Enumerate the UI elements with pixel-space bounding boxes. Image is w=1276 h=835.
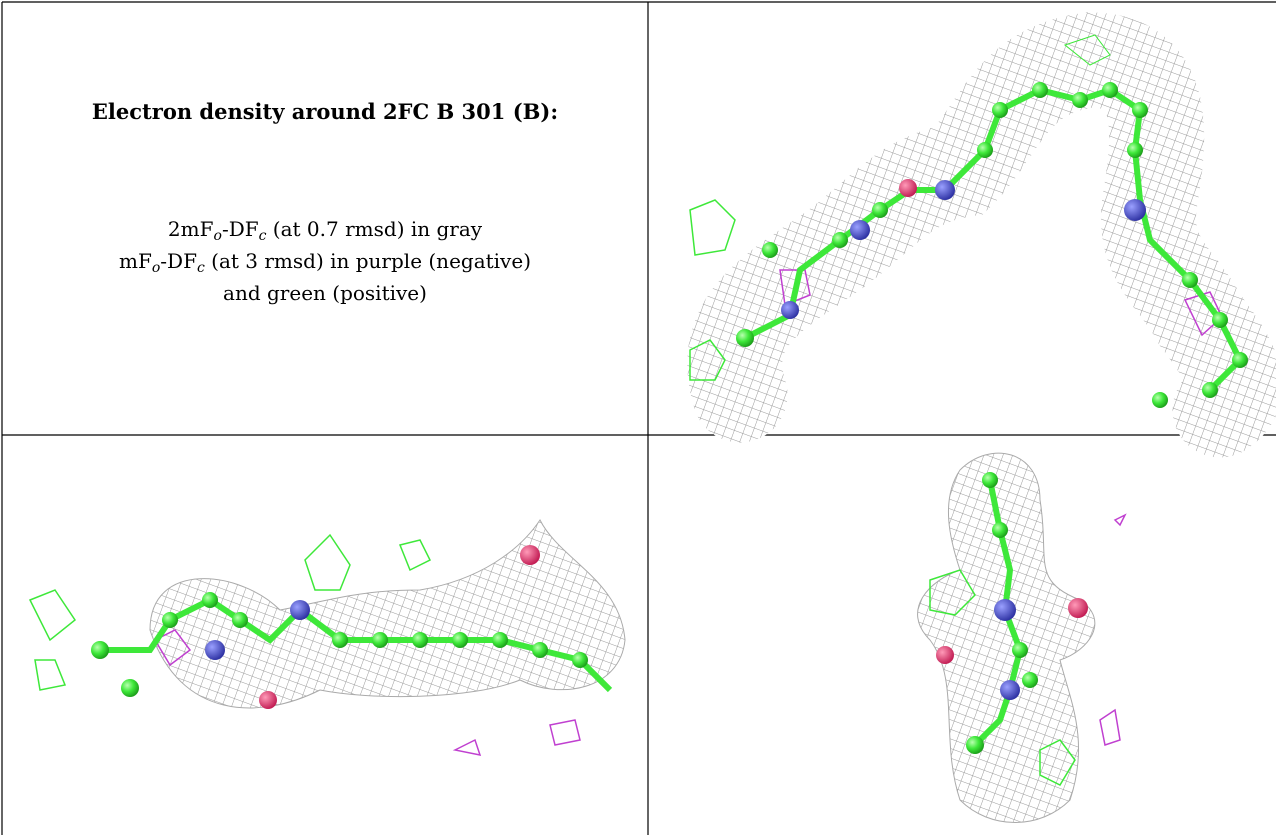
legend-subscript: c [258, 228, 267, 244]
legend-text: -DF [221, 217, 259, 241]
density-view-3 [917, 452, 1127, 823]
legend-subscript: o [213, 228, 222, 244]
density-view-2 [28, 519, 626, 756]
legend-text: -DF [160, 249, 197, 273]
legend-text: mF [119, 249, 152, 273]
legend-line: mFo-DFc (at 3 rmsd) in purple (negative) [3, 245, 647, 277]
legend-subscript: c [196, 260, 205, 276]
legend: 2mFo-DFc (at 0.7 rmsd) in gray mFo-DFc (… [3, 213, 647, 309]
legend-text: (at 0.7 rmsd) in gray [266, 217, 483, 241]
legend-subscript: o [151, 260, 161, 276]
legend-text: and green (positive) [223, 281, 427, 305]
caption-cell: Electron density around 2FC B 301 (B): 2… [3, 3, 647, 433]
legend-text: (at 3 rmsd) in purple (negative) [204, 249, 531, 273]
legend-line: and green (positive) [3, 277, 647, 309]
figure-title: Electron density around 2FC B 301 (B): [91, 99, 559, 124]
legend-text: 2mF [167, 217, 214, 241]
legend-line: 2mFo-DFc (at 0.7 rmsd) in gray [3, 213, 647, 245]
density-view-1 [687, 12, 1276, 458]
